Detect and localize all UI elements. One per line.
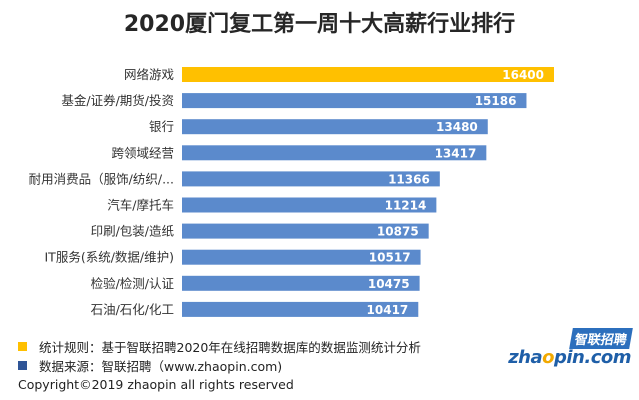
logo-en-accent: o [542, 347, 554, 368]
value-label-9: 10417 [367, 303, 409, 317]
value-label-5: 11214 [385, 199, 427, 213]
value-label-0: 16400 [502, 68, 544, 82]
rule-note: 统计规则：基于智联招聘2020年在线招聘数据库的数据监测统计分析 [18, 337, 421, 356]
bar-0 [182, 67, 554, 82]
chart-title: 2020厦门复工第一周十大高薪行业排行 [123, 12, 516, 37]
category-label-5: 汽车/摩托车 [107, 198, 174, 213]
category-label-4: 耐用消费品（服饰/纺织/... [29, 171, 174, 186]
logo-en-part1: zha [508, 347, 543, 368]
bar-9 [182, 301, 419, 317]
category-label-2: 银行 [149, 119, 174, 134]
bar-7 [182, 249, 421, 265]
category-label-3: 跨领域经营 [111, 145, 174, 160]
category-label-7: IT服务(系统/数据/维护) [45, 250, 175, 265]
source-text: 数据来源：智联招聘（www.zhaopin.com) [39, 359, 283, 374]
rule-text: 统计规则：基于智联招聘2020年在线招聘数据库的数据监测统计分析 [39, 340, 421, 355]
rule-swatch [18, 342, 27, 351]
copyright-text: Copyright©2019 zhaopin all rights reserv… [18, 377, 294, 392]
value-label-3: 13417 [435, 146, 477, 160]
category-label-1: 基金/证券/期货/投资 [61, 93, 174, 108]
bar-5 [182, 197, 437, 213]
copyright-note: Copyright©2019 zhaopin all rights reserv… [18, 375, 421, 394]
value-label-8: 10475 [368, 277, 410, 291]
logo-en-part2: pin.com [554, 347, 632, 368]
zhaopin-logo: 智联招聘 zhaopin.com [508, 328, 633, 368]
category-label-9: 石油/石化/化工 [91, 302, 174, 317]
value-label-7: 10517 [369, 251, 411, 265]
logo-brand-cn: 智联招聘 [569, 328, 633, 349]
bar-4 [182, 171, 440, 187]
category-label-0: 网络游戏 [124, 67, 174, 82]
bar-8 [182, 275, 420, 291]
footer-notes: 统计规则：基于智联招聘2020年在线招聘数据库的数据监测统计分析 数据来源：智联… [18, 337, 421, 394]
source-note: 数据来源：智联招聘（www.zhaopin.com) [18, 356, 421, 375]
category-label-6: 印刷/包装/造纸 [91, 224, 175, 239]
bar-chart: 网络游戏 16400 基金/证券/期货/投资 15186 银行 13480 跨领域经营 134… [29, 67, 554, 317]
value-label-6: 10875 [377, 225, 419, 239]
value-label-2: 13480 [436, 120, 478, 134]
bar-6 [182, 223, 429, 239]
bar-1 [182, 93, 527, 109]
logo-brand-en: zhaopin.com [508, 347, 631, 368]
value-label-4: 11366 [388, 172, 430, 186]
bar-3 [182, 145, 487, 161]
bar-2 [182, 119, 488, 135]
source-swatch [18, 361, 27, 370]
category-label-8: 检验/检测/认证 [91, 276, 175, 291]
value-label-1: 15186 [475, 94, 517, 108]
